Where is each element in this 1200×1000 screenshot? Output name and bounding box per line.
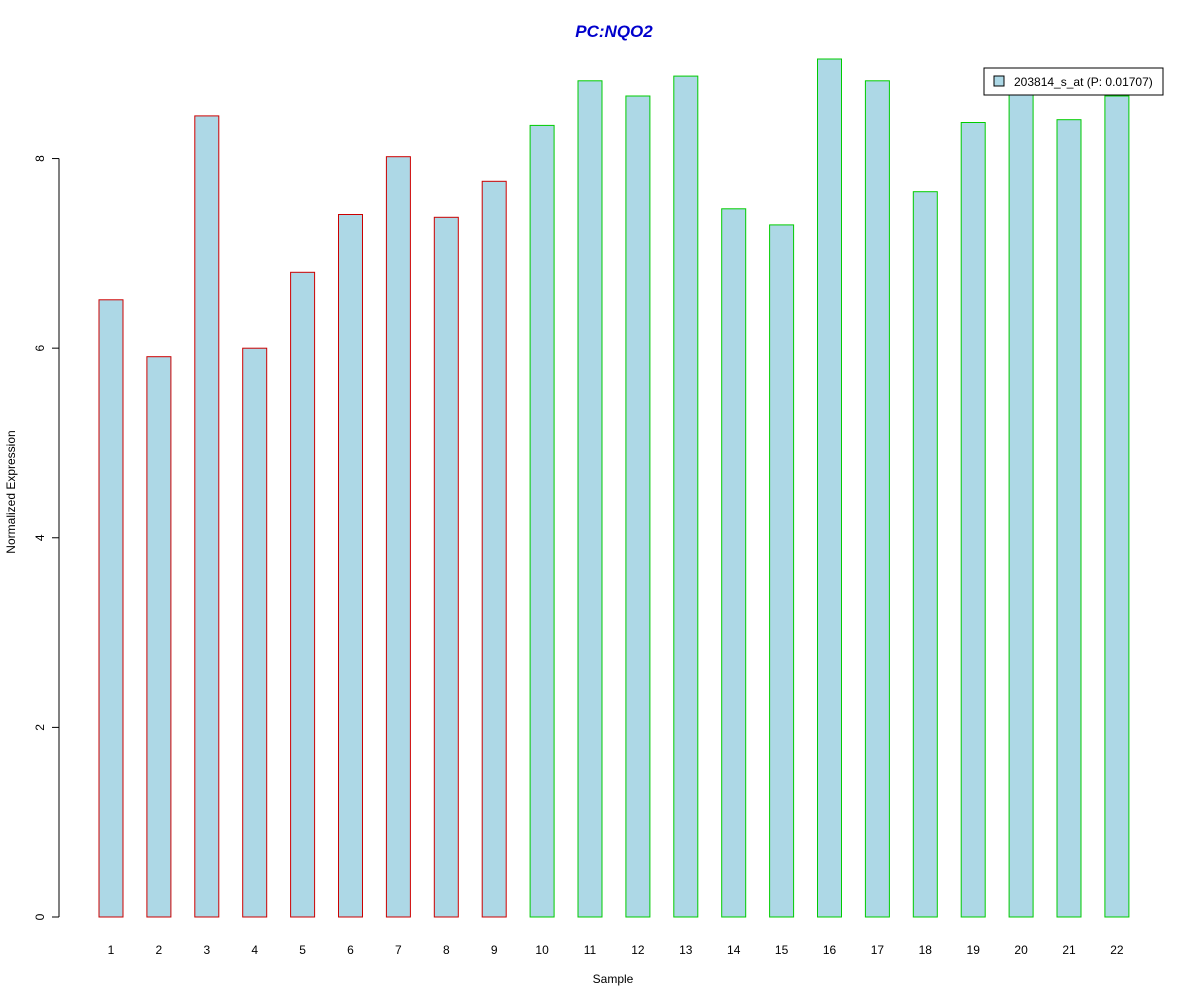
x-tick-label: 22: [1110, 943, 1124, 957]
bar-sample-8: [433, 216, 459, 918]
y-axis: 0 2 4 6 8: [33, 155, 60, 920]
bar-sample-20: [1008, 90, 1034, 918]
bar-sample-2: [146, 356, 172, 918]
x-tick-label: 19: [967, 943, 981, 957]
bar-sample-16: [817, 58, 842, 918]
bars-group: [98, 58, 1130, 918]
x-tick-label: 18: [919, 943, 933, 957]
bar-sample-1: [98, 299, 124, 918]
x-tick-label: 3: [203, 943, 210, 957]
x-tick-labels: 1 2 3 4 5 6 7 8 9 10 11 12 13 14 15 16 17 18 19 20 21 22: [108, 943, 1124, 957]
x-tick-label: 17: [871, 943, 885, 957]
bar-sample-13: [673, 75, 699, 918]
bar-sample-22: [1104, 95, 1130, 918]
bar-sample-6: [338, 214, 363, 918]
bar-sample-15: [769, 224, 795, 918]
bar-sample-12: [625, 95, 651, 918]
bar-sample-5: [290, 271, 316, 918]
legend: 203814_s_at (P: 0.01707): [983, 67, 1164, 96]
bar-sample-21: [1056, 119, 1082, 918]
x-tick-label: 2: [156, 943, 163, 957]
y-axis-label: Normalized Expression: [4, 430, 18, 553]
x-tick-label: 9: [491, 943, 498, 957]
x-tick-label: 21: [1062, 943, 1076, 957]
x-tick-label: 5: [299, 943, 306, 957]
y-tick-label: 6: [33, 345, 47, 352]
legend-box: [983, 67, 1164, 96]
y-tick-label: 2: [33, 724, 47, 731]
x-tick-label: 16: [823, 943, 837, 957]
x-axis-label: Sample: [593, 972, 634, 986]
x-tick-label: 4: [251, 943, 258, 957]
x-tick-label: 6: [347, 943, 354, 957]
x-tick-label: 13: [679, 943, 693, 957]
y-tick-label: 4: [33, 534, 47, 541]
chart-title: PC:NQO2: [575, 22, 653, 41]
x-tick-label: 7: [395, 943, 402, 957]
bar-sample-10: [529, 124, 555, 918]
legend-label: 203814_s_at (P: 0.01707): [1014, 75, 1153, 89]
x-tick-label: 14: [727, 943, 741, 957]
bar-sample-9: [481, 180, 507, 918]
bar-sample-19: [960, 122, 986, 918]
bar-sample-14: [721, 208, 747, 918]
x-tick-label: 20: [1014, 943, 1028, 957]
bar-sample-4: [242, 347, 268, 918]
x-tick-label: 15: [775, 943, 789, 957]
bar-sample-3: [194, 115, 220, 918]
bar-sample-11: [577, 80, 603, 918]
x-tick-label: 8: [443, 943, 450, 957]
y-tick-label: 0: [33, 913, 47, 920]
bar-sample-17: [864, 80, 890, 918]
x-tick-label: 10: [535, 943, 549, 957]
bar-sample-18: [912, 191, 938, 918]
x-tick-label: 11: [584, 943, 597, 957]
x-tick-label: 12: [631, 943, 645, 957]
x-tick-label: 1: [108, 943, 115, 957]
legend-swatch: [993, 75, 1005, 87]
bar-sample-7: [385, 156, 411, 918]
y-tick-label: 8: [33, 155, 47, 162]
